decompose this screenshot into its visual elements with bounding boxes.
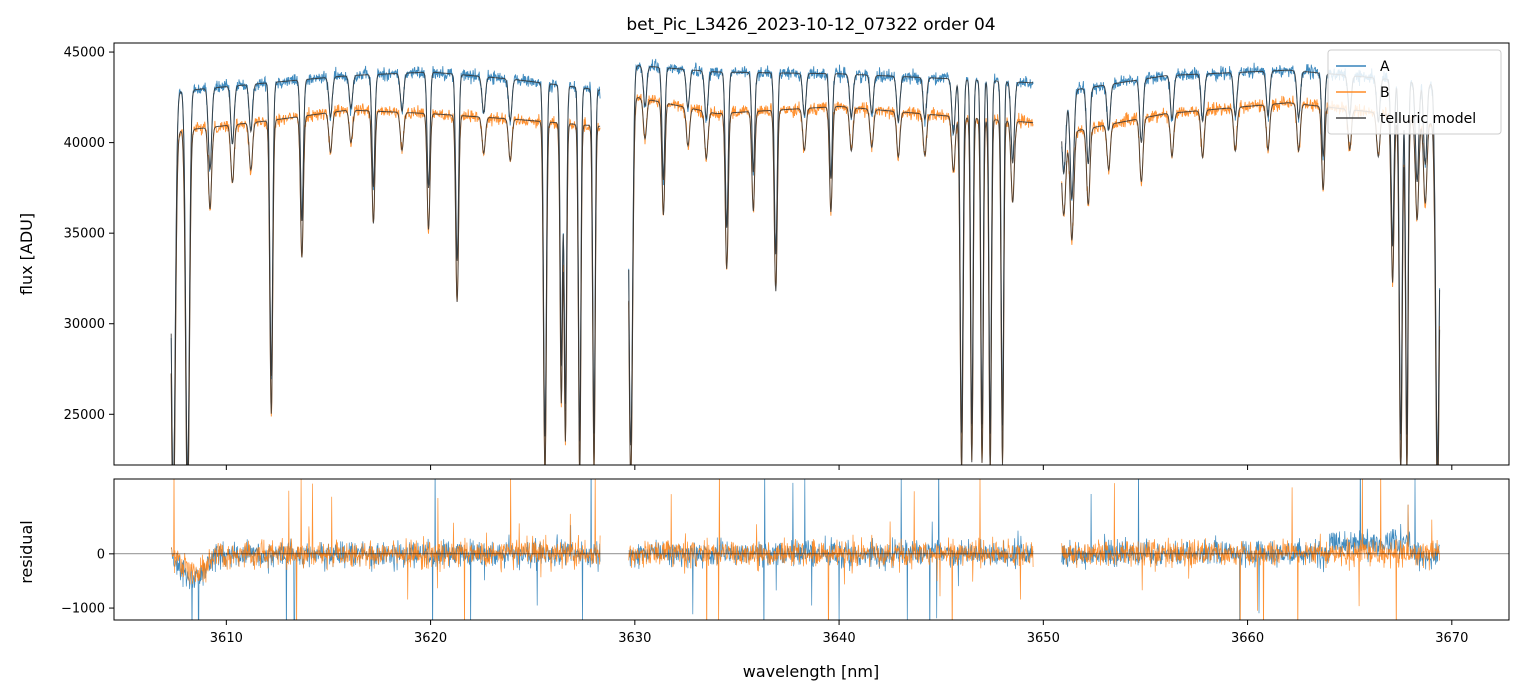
x-tick-label: 3620 (414, 631, 447, 646)
flux-series-group (170, 58, 1441, 465)
flux-axes-frame (113, 42, 1510, 466)
residual-series-group (114, 479, 1509, 620)
y-tick-label: −1000 (61, 602, 105, 617)
x-tick-label: 3640 (823, 631, 856, 646)
x-axis-label: wavelength [nm] (743, 662, 880, 681)
residual-line-b (171, 479, 1440, 620)
flux-plot-area (114, 43, 1509, 465)
telluric-model-line-b (170, 97, 1441, 465)
y-tick-label: 0 (97, 547, 105, 562)
residual-y-axis-label: residual (17, 520, 36, 583)
x-tick-label: 3630 (618, 631, 651, 646)
legend-label-0: A (1380, 59, 1390, 75)
residual-axes-frame (113, 478, 1510, 621)
legend-label-1: B (1380, 85, 1390, 101)
legend-box (1327, 49, 1502, 135)
flux-panel: 25000 30000 35000 40000 45000 flux [ADU] (17, 42, 1510, 470)
residual-panel: −1000 0 3610 3620 3630 3640 3650 3660 3670 resi… (17, 478, 1510, 681)
x-tick-label: 3670 (1435, 631, 1468, 646)
x-tick-label: 3610 (210, 631, 243, 646)
residual-x-ticks: 3610 3620 3630 3640 3650 3660 3670 (210, 620, 1468, 646)
residual-y-ticks: −1000 0 (61, 547, 114, 617)
legend-label-2: telluric model (1380, 111, 1476, 127)
x-tick-label: 3660 (1231, 631, 1264, 646)
y-tick-label: 30000 (64, 317, 105, 332)
y-tick-label: 35000 (64, 227, 105, 242)
y-tick-label: 40000 (64, 136, 105, 151)
flux-y-axis-label: flux [ADU] (17, 213, 36, 295)
y-tick-label: 25000 (64, 408, 105, 423)
flux-x-ticks (225, 465, 1453, 470)
y-tick-label: 45000 (64, 46, 105, 61)
chart-title: bet_Pic_L3426_2023-10-12_07322 order 04 (626, 15, 995, 35)
x-tick-label: 3650 (1027, 631, 1060, 646)
flux-y-ticks: 25000 30000 35000 40000 45000 (64, 46, 114, 423)
